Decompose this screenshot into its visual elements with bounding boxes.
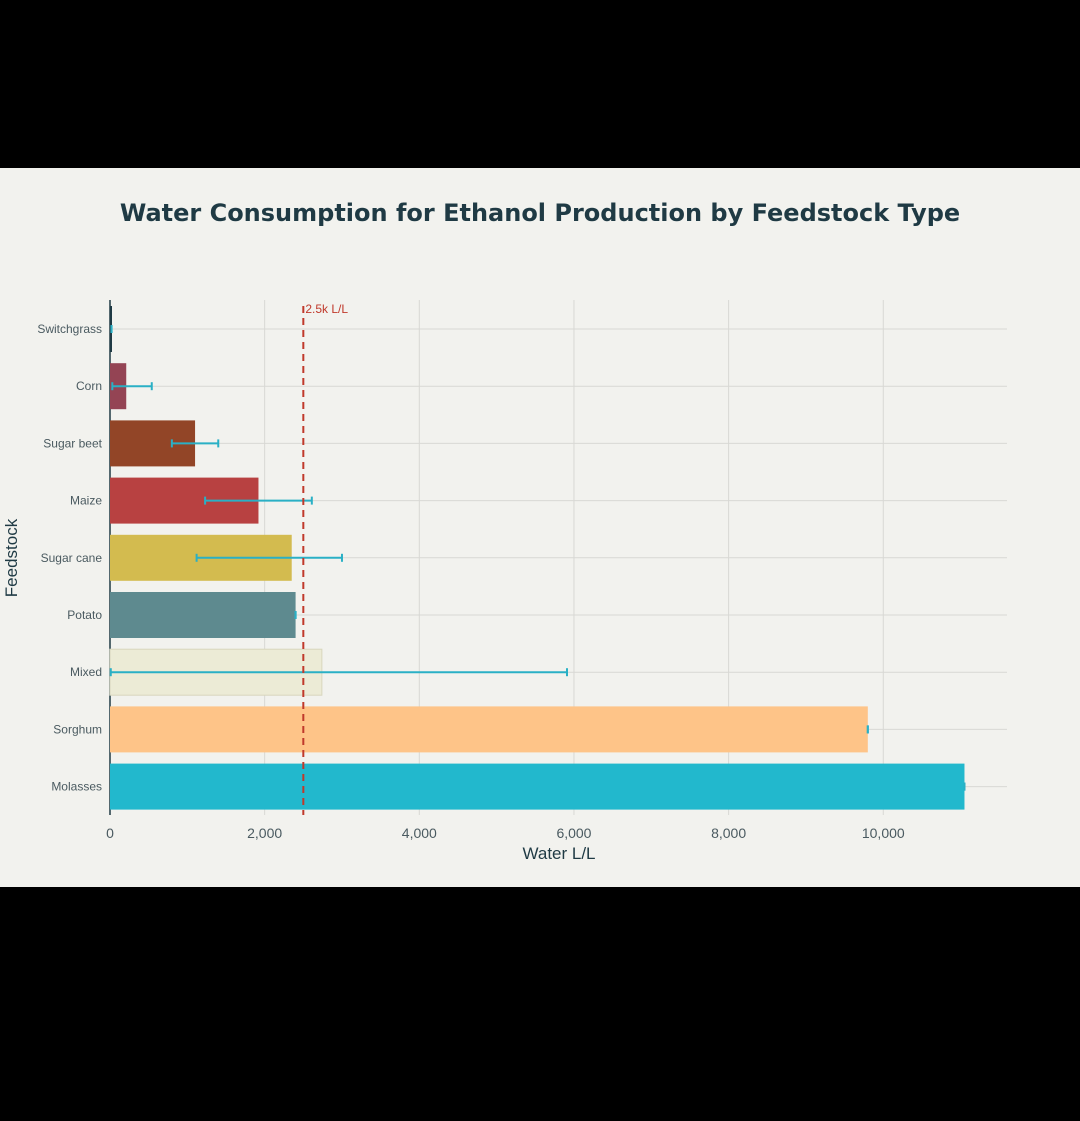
error-bars [109,325,966,791]
bar-molasses [110,763,965,810]
reference-line-group: 2.5k L/L [302,302,348,815]
y-tick-label: Maize [70,494,102,508]
y-tick-label: Sorghum [53,722,102,736]
error-bar [195,553,343,562]
x-tick-label: 8,000 [711,825,746,841]
error-bar [109,668,569,677]
y-axis-label: Feedstock [2,518,21,597]
reference-line-label: 2.5k L/L [305,302,348,316]
bar-potato [110,592,296,638]
y-tick-label: Potato [67,608,102,622]
bar-chart: Water Consumption for Ethanol Production… [2,199,1007,863]
y-tick-labels: Switchgrass Corn Sugar beet Maize Sugar cane… [37,322,102,794]
bar-sorghum [110,706,868,753]
chart-title: Water Consumption for Ethanol Production… [120,199,960,227]
y-tick-label: Sugar cane [41,551,103,565]
x-axis-label: Water L/L [522,844,595,863]
x-tick-label: 6,000 [556,825,591,841]
y-tick-label: Mixed [70,665,102,679]
y-tick-label: Sugar beet [43,436,102,450]
error-bar [204,496,313,505]
error-bar [111,382,153,391]
x-tick-labels: 0 2,000 4,000 6,000 8,000 10,000 [106,825,905,841]
chart-panel: Water Consumption for Ethanol Production… [0,168,1080,887]
error-bar [170,439,220,448]
x-tick-label: 0 [106,825,114,841]
x-tick-label: 2,000 [247,825,282,841]
y-tick-label: Molasses [51,780,102,794]
y-tick-label: Corn [76,379,102,393]
x-tick-label: 10,000 [862,825,905,841]
x-tick-label: 4,000 [402,825,437,841]
y-tick-label: Switchgrass [37,322,102,336]
